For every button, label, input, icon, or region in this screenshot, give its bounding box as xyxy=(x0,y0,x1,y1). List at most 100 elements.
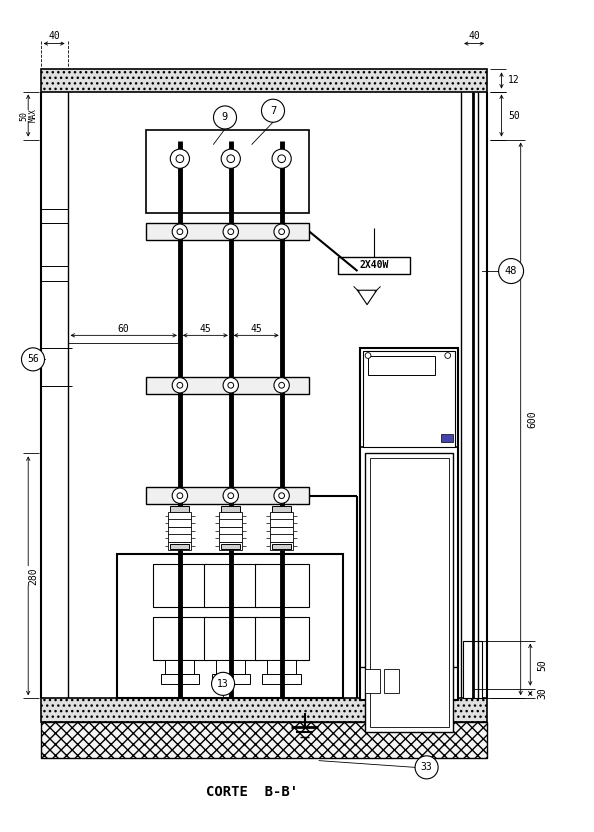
Circle shape xyxy=(177,383,183,389)
Bar xyxy=(272,543,291,549)
Bar xyxy=(211,674,250,684)
Text: MAX: MAX xyxy=(29,109,37,122)
Bar xyxy=(168,542,191,550)
Circle shape xyxy=(274,224,289,240)
Circle shape xyxy=(21,348,45,371)
Text: 50: 50 xyxy=(19,111,28,121)
Bar xyxy=(219,527,242,535)
Bar xyxy=(219,519,242,527)
Bar xyxy=(204,617,258,660)
Bar xyxy=(40,722,487,758)
Circle shape xyxy=(227,155,235,162)
Circle shape xyxy=(365,353,371,359)
Bar xyxy=(441,434,453,442)
Bar xyxy=(168,519,191,527)
Bar xyxy=(368,355,435,374)
Bar xyxy=(365,670,380,693)
Circle shape xyxy=(228,493,233,498)
Bar xyxy=(255,617,308,660)
Bar xyxy=(168,534,191,542)
Bar xyxy=(221,506,241,512)
Bar xyxy=(170,506,189,512)
Circle shape xyxy=(445,353,451,359)
Text: 56: 56 xyxy=(27,354,39,364)
Bar xyxy=(364,351,456,447)
Text: 45: 45 xyxy=(250,324,262,334)
Circle shape xyxy=(223,224,238,240)
Text: 7: 7 xyxy=(270,106,276,116)
Bar xyxy=(204,564,258,607)
Circle shape xyxy=(498,259,523,284)
Circle shape xyxy=(223,488,238,503)
Bar xyxy=(146,223,309,240)
Text: 60: 60 xyxy=(118,324,129,334)
Bar xyxy=(221,543,241,549)
Circle shape xyxy=(177,493,183,498)
Text: 48: 48 xyxy=(505,266,517,276)
Circle shape xyxy=(223,378,238,393)
Text: 50: 50 xyxy=(537,659,547,671)
Bar xyxy=(267,660,296,674)
Bar xyxy=(146,487,309,504)
Circle shape xyxy=(172,488,188,503)
Circle shape xyxy=(261,99,285,122)
Circle shape xyxy=(228,229,233,235)
Bar xyxy=(168,512,191,520)
Circle shape xyxy=(172,224,188,240)
Bar xyxy=(161,674,199,684)
Circle shape xyxy=(279,229,285,235)
Text: 50: 50 xyxy=(508,111,520,121)
Text: 600: 600 xyxy=(527,410,538,428)
Circle shape xyxy=(279,493,285,498)
Bar xyxy=(146,377,309,394)
Bar xyxy=(263,674,301,684)
Bar xyxy=(40,69,487,92)
Bar xyxy=(255,564,308,607)
Bar xyxy=(272,506,291,512)
Bar xyxy=(338,256,410,274)
Bar xyxy=(118,554,343,698)
Circle shape xyxy=(272,149,291,168)
Bar xyxy=(153,617,207,660)
Bar xyxy=(219,512,242,520)
Bar xyxy=(170,543,189,549)
Text: 33: 33 xyxy=(421,762,432,772)
Bar xyxy=(270,512,293,520)
Bar xyxy=(40,698,487,722)
Text: 13: 13 xyxy=(217,679,229,689)
Circle shape xyxy=(278,155,286,162)
Circle shape xyxy=(170,149,189,168)
Text: 40: 40 xyxy=(468,31,480,41)
Circle shape xyxy=(274,378,289,393)
Bar xyxy=(219,542,242,550)
Text: 2X40W: 2X40W xyxy=(359,260,389,270)
Bar xyxy=(166,660,194,674)
Bar xyxy=(168,527,191,535)
Text: 12: 12 xyxy=(508,76,520,86)
Bar xyxy=(219,534,242,542)
Bar xyxy=(270,527,293,535)
Bar xyxy=(216,660,245,674)
Text: 45: 45 xyxy=(200,324,211,334)
Text: 280: 280 xyxy=(28,567,38,585)
Text: CORTE  B-B': CORTE B-B' xyxy=(206,785,298,800)
Circle shape xyxy=(172,378,188,393)
Bar xyxy=(270,519,293,527)
Bar xyxy=(270,534,293,542)
Circle shape xyxy=(274,488,289,503)
Bar xyxy=(270,542,293,550)
Bar xyxy=(365,453,453,732)
Bar xyxy=(463,641,482,698)
Bar xyxy=(384,670,399,693)
Circle shape xyxy=(228,383,233,389)
Text: 30: 30 xyxy=(537,687,547,700)
Circle shape xyxy=(176,155,184,162)
Text: 40: 40 xyxy=(48,31,60,41)
Circle shape xyxy=(177,229,183,235)
Circle shape xyxy=(213,106,236,129)
Circle shape xyxy=(415,755,438,779)
Circle shape xyxy=(279,383,285,389)
Bar xyxy=(153,564,207,607)
Bar xyxy=(146,130,309,214)
Bar xyxy=(361,348,459,701)
